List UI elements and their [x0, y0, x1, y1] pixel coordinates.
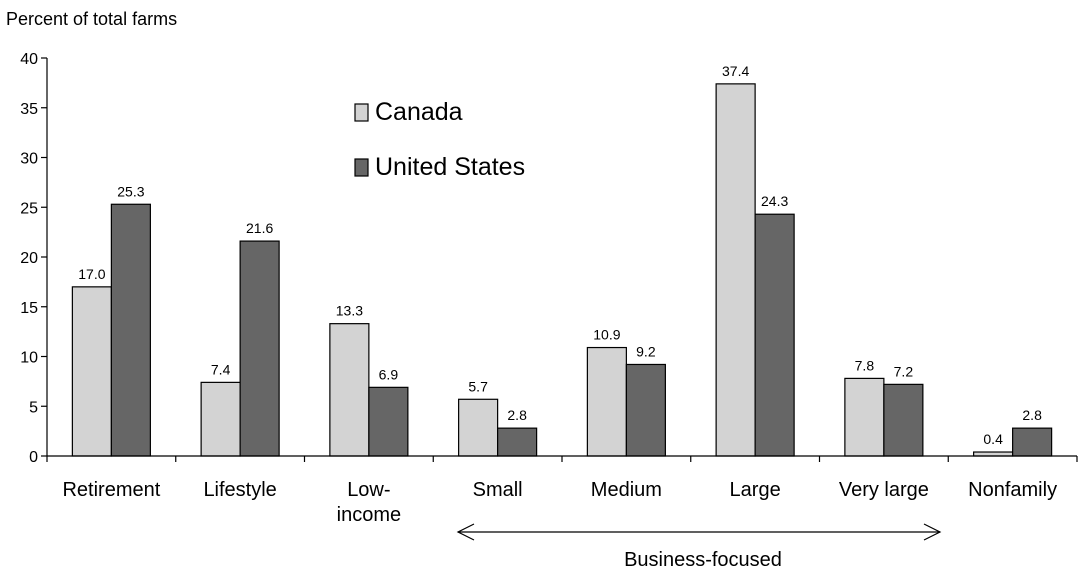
- legend-swatch: [354, 103, 369, 122]
- data-label: 13.3: [336, 303, 363, 319]
- x-tick-label: Nonfamily: [968, 479, 1057, 501]
- x-tick-label: Retirement: [62, 479, 160, 501]
- data-label: 6.9: [379, 366, 399, 382]
- bar-united-states: [754, 213, 795, 457]
- y-tick-label: 20: [20, 250, 38, 267]
- x-tick-label-line: Large: [730, 479, 781, 501]
- bar-united-states: [239, 240, 280, 457]
- x-tick-label-line: Very large: [839, 479, 929, 501]
- bar-united-states: [497, 427, 538, 457]
- data-label: 5.7: [468, 378, 488, 394]
- data-label: 25.3: [117, 183, 144, 199]
- y-tick-label: 10: [20, 350, 38, 367]
- x-tick-label-line: income: [337, 504, 401, 526]
- x-tick-label-line: Nonfamily: [968, 479, 1057, 501]
- legend-label: United States: [375, 153, 525, 181]
- x-tick-label: Small: [473, 479, 523, 501]
- x-tick-label: Low-income: [337, 479, 401, 526]
- x-tick-label-line: Lifestyle: [203, 479, 276, 501]
- bar-united-states: [1012, 427, 1053, 457]
- data-label: 21.6: [246, 220, 273, 236]
- bar-canada: [71, 286, 112, 457]
- data-label: 7.8: [855, 357, 875, 373]
- y-axis: 0 5 10 15 20 25 30 35 40: [20, 51, 48, 466]
- x-tick-label: Very large: [839, 479, 929, 501]
- x-tick-label-line: Low-: [347, 479, 390, 501]
- x-tick-label: Medium: [591, 479, 662, 501]
- bar-united-states: [625, 363, 666, 457]
- business-focused-annotation: Business-focused: [456, 523, 942, 571]
- bar-canada: [329, 323, 370, 457]
- y-tick-label: 40: [20, 51, 38, 68]
- y-tick-label: 25: [20, 200, 38, 217]
- x-tick-label: Lifestyle: [203, 479, 276, 501]
- data-label: 2.8: [507, 407, 527, 423]
- data-label: 9.2: [636, 343, 656, 359]
- data-label: 17.0: [78, 266, 105, 282]
- annotation-label: Business-focused: [624, 549, 782, 571]
- bar-united-states: [110, 203, 151, 457]
- bar-canada: [586, 346, 627, 457]
- data-label: 7.4: [211, 361, 231, 377]
- bar-canada: [458, 398, 499, 457]
- annotation-arrowhead-right: [923, 523, 942, 541]
- data-label: 7.2: [894, 363, 914, 379]
- data-label: 2.8: [1022, 407, 1042, 423]
- annotation-arrowhead-left: [456, 523, 475, 541]
- x-tick-label-line: Medium: [591, 479, 662, 501]
- bar-united-states: [368, 386, 409, 457]
- y-tick-label: 0: [29, 449, 38, 466]
- bar-canada: [844, 377, 885, 457]
- data-label: 37.4: [722, 63, 749, 79]
- x-axis: Retirement Lifestyle Low-income Small Medium…: [46, 455, 1078, 526]
- data-label: 10.9: [593, 327, 620, 343]
- legend-label: Canada: [375, 98, 463, 126]
- bar-united-states: [883, 383, 924, 457]
- bars: 17.0 25.3 7.4 21.6 13.3 6.9 5.7 2.8 10.9 9.2 37.4 2…: [71, 63, 1053, 457]
- y-tick-label: 35: [20, 101, 38, 118]
- bar-canada: [200, 381, 241, 457]
- x-tick-label-line: Small: [473, 479, 523, 501]
- x-tick-label-line: Retirement: [62, 479, 160, 501]
- legend-swatch: [354, 158, 369, 177]
- data-label: 0.4: [983, 431, 1003, 447]
- x-tick-label: Large: [730, 479, 781, 501]
- y-axis-title: Percent of total farms: [6, 9, 177, 29]
- bar-canada: [715, 83, 756, 457]
- y-tick-label: 30: [20, 151, 38, 168]
- y-tick-label: 5: [29, 399, 38, 416]
- data-label: 24.3: [761, 193, 788, 209]
- legend: Canada United States: [354, 98, 525, 181]
- y-tick-label: 15: [20, 300, 38, 317]
